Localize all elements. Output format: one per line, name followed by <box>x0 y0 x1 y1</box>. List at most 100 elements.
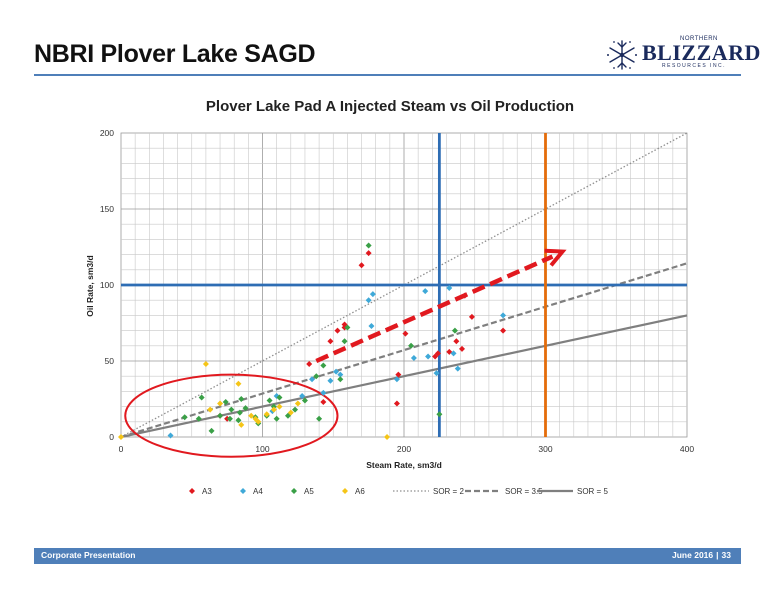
data-point-a3 <box>434 350 441 357</box>
data-point-a4 <box>393 376 400 383</box>
data-point-a5 <box>198 394 205 401</box>
data-point-a6 <box>207 406 214 413</box>
legend-label-a5: A5 <box>304 487 314 496</box>
data-point-a6 <box>202 361 209 368</box>
title-rule <box>34 74 741 76</box>
chart-title: Plover Lake Pad A Injected Steam vs Oil … <box>206 98 574 115</box>
snowflake-icon <box>607 40 637 70</box>
data-point-a3 <box>306 361 313 368</box>
data-point-a4 <box>369 291 376 298</box>
data-point-a5 <box>226 415 233 422</box>
footer-label: Corporate Presentation <box>41 550 136 560</box>
tick-labels: 0 100 200 300 400 0 50 100 150 200 <box>100 128 695 454</box>
data-point-a6 <box>263 411 270 418</box>
data-point-a5 <box>451 327 458 334</box>
trend-arrow <box>315 248 567 364</box>
data-point-a3 <box>393 400 400 407</box>
y-tick-label: 0 <box>109 432 114 442</box>
x-tick-label: 400 <box>680 444 694 454</box>
data-point-a3 <box>500 327 507 334</box>
data-point-a4 <box>454 365 461 372</box>
data-point-a4 <box>410 354 417 361</box>
legend-marker-a4 <box>240 488 246 494</box>
logo-bottom-text: RESOURCES INC. <box>662 63 727 69</box>
footer-date: June 2016 <box>672 550 714 560</box>
data-point-a5 <box>341 338 348 345</box>
legend-label-a4: A4 <box>253 487 263 496</box>
data-point-a5 <box>228 406 235 413</box>
data-point-a5 <box>365 242 372 249</box>
data-point-a5 <box>436 411 443 418</box>
data-point-a6 <box>248 412 255 419</box>
legend-label-sor-2: SOR = 3.5 <box>505 487 543 496</box>
data-point-a3 <box>402 330 409 337</box>
data-point-a6 <box>235 380 242 387</box>
data-point-a3 <box>365 250 372 257</box>
page-number: 33 <box>721 550 731 560</box>
data-point-a5 <box>195 415 202 422</box>
data-point-a3 <box>468 313 475 320</box>
data-point-a5 <box>270 403 277 410</box>
data-point-a3 <box>453 338 460 345</box>
legend: A3 A4 A5 A6 SOR = 2 SOR = 3.5 SOR = 5 <box>189 487 608 496</box>
data-point-a3 <box>459 345 466 352</box>
legend-marker-a6 <box>342 488 348 494</box>
data-point-a3 <box>395 371 402 378</box>
data-point-a6 <box>255 418 262 425</box>
data-point-a5 <box>276 394 283 401</box>
data-point-a4 <box>446 285 453 292</box>
logo-name: BLIZZARD <box>642 40 761 65</box>
legend-label-sor-1: SOR = 2 <box>433 487 464 496</box>
data-point-a3 <box>327 338 334 345</box>
data-point-a4 <box>450 350 457 357</box>
data-point-a4 <box>309 376 316 383</box>
data-point-a5 <box>222 399 229 406</box>
annotations <box>121 133 687 458</box>
data-point-a4 <box>368 323 375 330</box>
data-point-a6 <box>238 421 245 428</box>
x-tick-label: 300 <box>538 444 552 454</box>
trend-arrow-head <box>544 248 567 267</box>
data-point-a5 <box>292 406 299 413</box>
data-point-a6 <box>384 434 391 440</box>
company-logo: NORTHERN BLIZZARD RESOURCES INC. <box>602 34 760 72</box>
y-tick-label: 100 <box>100 280 114 290</box>
data-point-a4 <box>425 353 432 360</box>
logo-top-text: NORTHERN <box>680 36 718 42</box>
data-point-a5 <box>238 396 245 402</box>
sor-line-3 <box>120 314 688 439</box>
data-point-a4 <box>327 377 334 384</box>
footer-bar: Corporate Presentation June 2016 | 33 <box>34 548 741 564</box>
x-tick-label: 200 <box>397 444 411 454</box>
data-point-a6 <box>287 409 294 416</box>
data-point-a6 <box>294 400 301 407</box>
data-point-a5 <box>236 409 243 416</box>
slide-title: NBRI Plover Lake SAGD <box>34 40 316 68</box>
data-point-a4 <box>422 288 429 295</box>
data-point-a3 <box>320 399 327 406</box>
footer-separator: | <box>716 550 719 560</box>
data-point-a3 <box>334 327 341 334</box>
data-point-a5 <box>408 342 415 349</box>
trend-arrow-shaft <box>315 254 554 364</box>
highlight-ellipse <box>124 373 339 458</box>
data-point-a5 <box>320 362 327 369</box>
data-point-a4 <box>433 370 440 377</box>
x-tick-label: 100 <box>255 444 269 454</box>
data-point-a5 <box>208 427 215 434</box>
data-point-a4 <box>337 371 344 378</box>
data-point-a4 <box>500 312 507 319</box>
data-point-a5 <box>313 373 320 380</box>
legend-marker-a3 <box>189 488 195 494</box>
data-point-a4 <box>167 432 174 439</box>
data-point-a6 <box>217 400 224 407</box>
footer-page-info: June 2016 | 33 <box>672 550 731 560</box>
legend-marker-a5 <box>291 488 297 494</box>
x-tick-label: 0 <box>119 444 124 454</box>
data-point-a5 <box>235 417 242 424</box>
y-axis-label: Oil Rate, sm3/d <box>85 255 95 316</box>
data-point-a4 <box>320 389 327 396</box>
data-point-a5 <box>242 405 249 412</box>
data-point-a5 <box>217 412 224 419</box>
